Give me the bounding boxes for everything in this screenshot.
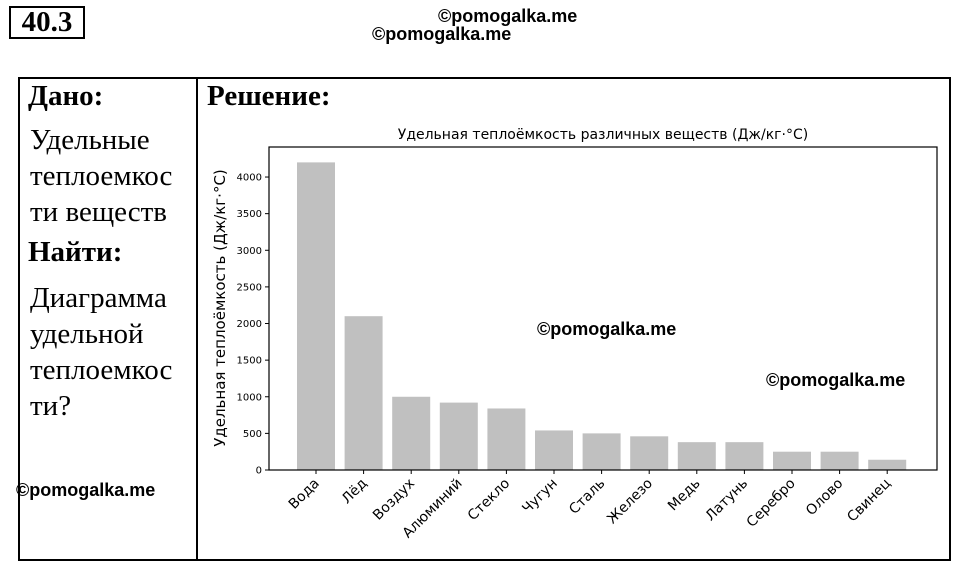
bar-0 (297, 162, 335, 470)
y-tick-label: 1500 (237, 356, 262, 367)
y-tick-label: 4000 (237, 173, 262, 184)
x-tick-label: Воздух (370, 476, 418, 524)
bar-2 (392, 396, 431, 470)
given-heading: Дано: (28, 80, 104, 112)
bar-1 (344, 316, 383, 470)
x-tick-label: Вода (286, 476, 323, 513)
bar-5 (535, 430, 573, 470)
bar-9 (725, 442, 764, 470)
x-tick-label: Серебро (744, 476, 799, 531)
x-tick-label: Сталь (566, 476, 608, 518)
solution-heading: Решение: (207, 80, 331, 112)
bar-11 (820, 451, 859, 470)
y-tick-label: 2500 (237, 282, 262, 293)
column-divider (196, 77, 198, 561)
x-tick-label: Латунь (702, 476, 751, 525)
bar-10 (773, 451, 811, 470)
x-tick-label: Железо (604, 476, 656, 528)
y-tick-label: 3500 (237, 209, 262, 220)
x-tick-label: Стекло (465, 476, 513, 524)
solution-frame (18, 77, 951, 561)
y-tick-label: 1000 (237, 392, 262, 403)
y-axis-label: Удельная теплоёмкость (Дж/кг·°C) (211, 169, 229, 447)
x-tick-label: Свинец (844, 476, 894, 526)
x-tick-label: Чугун (519, 476, 560, 517)
bar-3 (439, 402, 478, 470)
y-tick-label: 500 (243, 429, 262, 440)
find-text: Диаграмма удельной теплоемкос ти? (30, 282, 173, 422)
find-heading: Найти: (28, 236, 123, 268)
y-tick-label: 2000 (237, 319, 262, 330)
watermark: ©pomogalka.me (766, 370, 906, 390)
watermark: ©pomogalka.me (16, 480, 156, 500)
watermark: ©pomogalka.me (438, 6, 578, 26)
bar-6 (582, 433, 621, 470)
x-tick-label: Медь (665, 476, 704, 515)
watermark: ©pomogalka.me (372, 24, 512, 44)
bar-7 (630, 436, 669, 470)
given-text: Удельные теплоемкос ти веществ (30, 124, 173, 228)
x-tick-label: Олово (803, 476, 846, 519)
bar-8 (677, 442, 716, 470)
x-tick-label: Лёд (339, 476, 371, 508)
watermark: ©pomogalka.me (537, 319, 677, 339)
y-tick-label: 3000 (237, 246, 262, 257)
bar-4 (487, 408, 526, 470)
plot-area-border (268, 146, 938, 471)
bar-12 (868, 459, 907, 470)
chart-title: Удельная теплоёмкость различных веществ … (398, 127, 808, 143)
y-tick-label: 0 (256, 466, 262, 477)
problem-number: 40.3 (9, 6, 85, 39)
